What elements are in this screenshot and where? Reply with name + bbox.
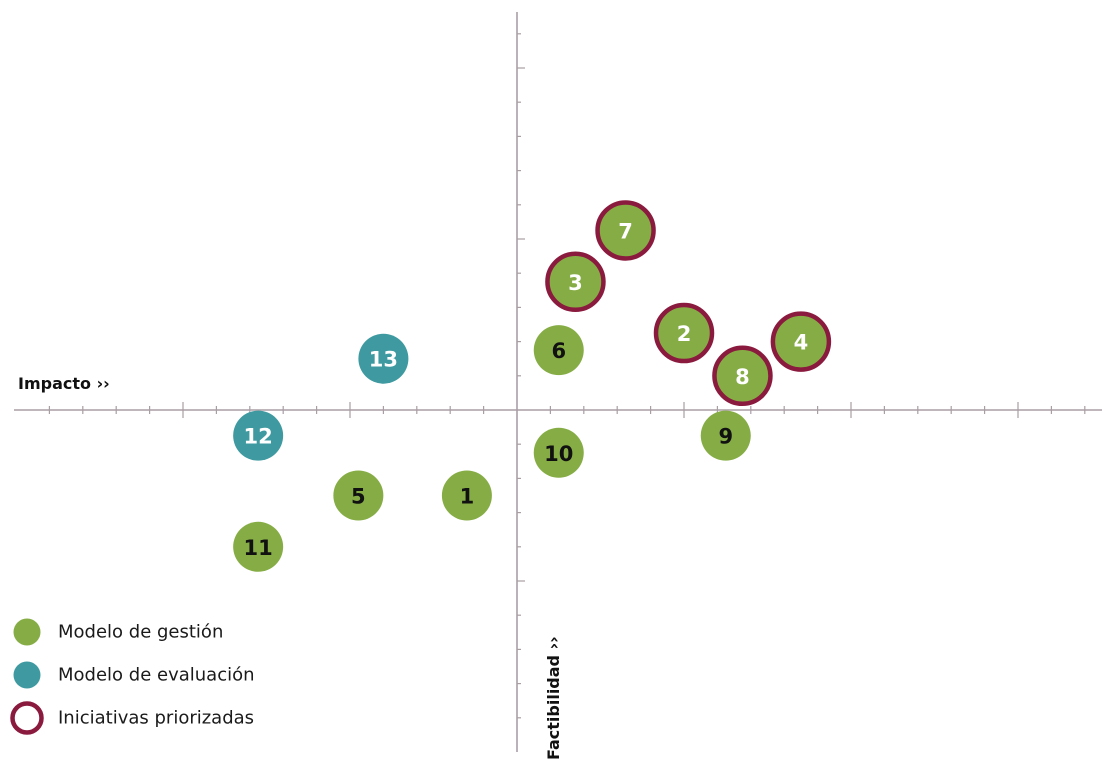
data-point-9: 9 <box>700 410 751 461</box>
priority-bubble <box>653 302 715 364</box>
legend-item: Modelo de evaluación <box>13 661 255 689</box>
data-label: 7 <box>618 219 633 243</box>
data-label: 1 <box>460 485 475 509</box>
data-label: 13 <box>369 348 398 372</box>
legend-dot-swatch <box>13 661 41 689</box>
data-point-12: 12 <box>233 410 284 461</box>
bubble <box>533 427 584 478</box>
data-point-7: 7 <box>595 200 656 261</box>
bubble <box>700 410 751 461</box>
data-point-13: 13 <box>358 333 409 384</box>
data-point-4: 4 <box>770 311 832 372</box>
data-label: 2 <box>677 322 692 346</box>
bubble <box>441 470 492 521</box>
data-label: 6 <box>551 339 566 363</box>
data-label: 12 <box>244 425 273 449</box>
legend-dot-swatch <box>13 618 41 646</box>
legend-ring-swatch <box>10 701 44 735</box>
priority-bubble <box>595 200 656 261</box>
bubble <box>233 521 284 572</box>
axis-ticks <box>48 33 1086 719</box>
data-point-5: 5 <box>333 470 384 521</box>
legend-item: Iniciativas priorizadas <box>10 701 254 735</box>
data-point-10: 10 <box>533 427 584 478</box>
bubble <box>333 470 384 521</box>
y-axis-title: Factibilidad ›› <box>544 636 563 760</box>
legend: Modelo de gestión Modelo de evaluación Ini… <box>10 618 255 735</box>
data-point-1: 1 <box>441 470 492 521</box>
data-label: 9 <box>718 425 733 449</box>
data-label: 3 <box>568 271 583 295</box>
priority-bubble <box>545 251 606 312</box>
bubble <box>358 333 409 384</box>
data-label: 10 <box>544 442 573 466</box>
data-label: 4 <box>794 331 809 355</box>
axes <box>14 12 1102 752</box>
legend-item: Modelo de gestión <box>13 618 223 646</box>
bubble <box>233 410 284 461</box>
data-point-8: 8 <box>712 345 773 407</box>
x-axis-title: Impacto ›› <box>18 374 110 393</box>
legend-label: Modelo de gestión <box>58 622 223 643</box>
bubble <box>533 325 584 376</box>
priority-bubble <box>712 345 773 407</box>
data-point-2: 2 <box>653 302 715 364</box>
data-label: 11 <box>244 536 273 560</box>
data-label: 5 <box>351 485 366 509</box>
data-point-3: 3 <box>545 251 606 312</box>
priority-bubble <box>770 311 832 372</box>
data-point-6: 6 <box>533 325 584 376</box>
legend-label: Iniciativas priorizadas <box>58 708 254 729</box>
data-point-11: 11 <box>233 521 284 572</box>
legend-label: Modelo de evaluación <box>58 665 255 686</box>
data-label: 8 <box>735 365 750 389</box>
